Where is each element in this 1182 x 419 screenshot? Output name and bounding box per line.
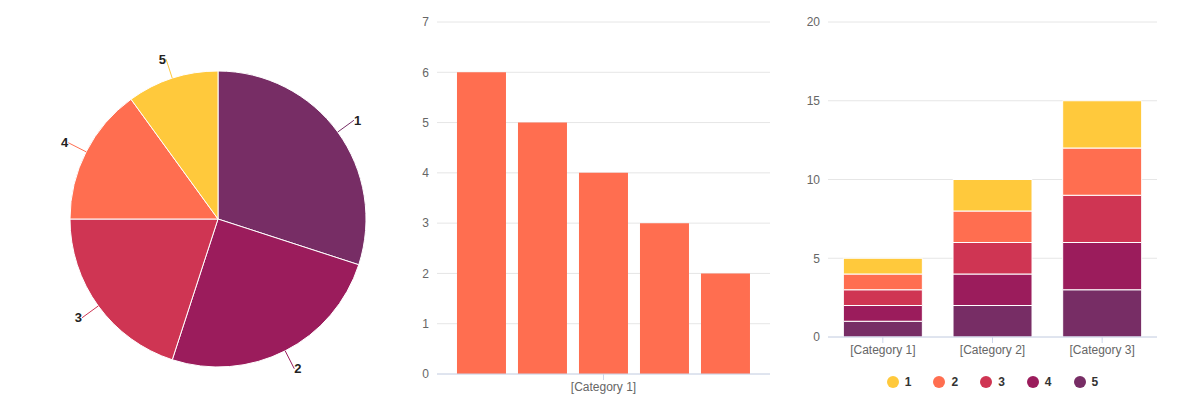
svg-text:0: 0 — [813, 330, 820, 344]
svg-text:15: 15 — [807, 94, 821, 108]
svg-text:10: 10 — [807, 173, 821, 187]
svg-text:20: 20 — [807, 15, 821, 29]
svg-text:1: 1 — [354, 113, 361, 128]
svg-text:0: 0 — [422, 367, 429, 381]
svg-text:[Category 3]: [Category 3] — [1069, 343, 1134, 357]
svg-text:4: 4 — [61, 135, 69, 150]
svg-text:2: 2 — [422, 267, 429, 281]
html-text:5: 5 — [1091, 375, 1099, 389]
svg-text:6: 6 — [422, 66, 429, 80]
svg-text:5: 5 — [813, 252, 820, 266]
svg-text:[Category 2]: [Category 2] — [960, 343, 1025, 357]
svg-text:3: 3 — [422, 216, 429, 230]
html-text:3: 3 — [998, 375, 1005, 389]
svg-text:1: 1 — [422, 317, 429, 331]
svg-text:5: 5 — [159, 52, 166, 67]
svg-text:[Category 1]: [Category 1] — [571, 380, 636, 394]
html-text:1: 1 — [904, 375, 912, 389]
svg-text:[Category 1]: [Category 1] — [850, 343, 915, 357]
html-text:4: 4 — [1044, 375, 1052, 389]
svg-text:7: 7 — [422, 15, 429, 29]
svg-text:3: 3 — [75, 310, 82, 325]
html-text:2: 2 — [951, 375, 959, 389]
svg-text:5: 5 — [422, 116, 429, 130]
svg-text:4: 4 — [422, 166, 429, 180]
svg-text:2: 2 — [294, 361, 301, 376]
